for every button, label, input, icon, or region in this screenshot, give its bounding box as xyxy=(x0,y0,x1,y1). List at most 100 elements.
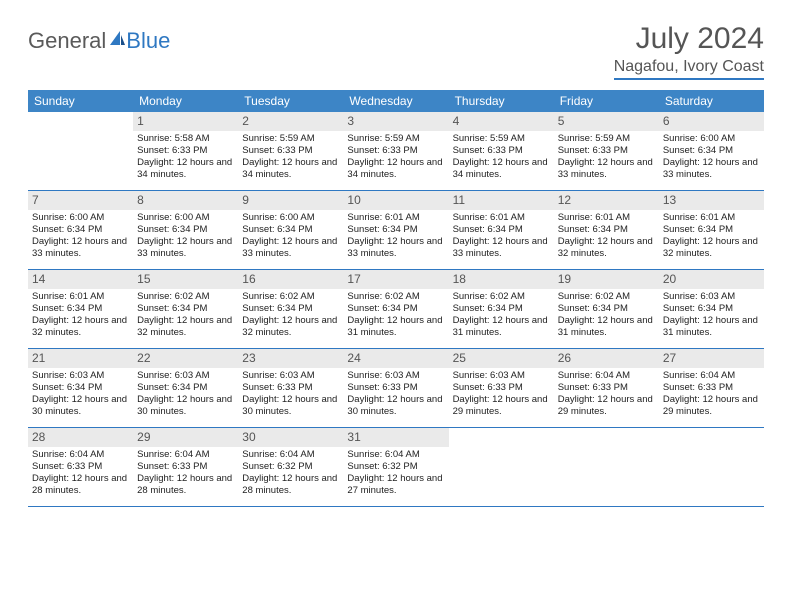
sunrise-text: Sunrise: 6:01 AM xyxy=(663,212,760,224)
day-cell: 11 Sunrise: 6:01 AMSunset: 6:34 PMDayligh… xyxy=(449,191,554,269)
day-info: Sunrise: 6:00 AMSunset: 6:34 PMDaylight:… xyxy=(659,133,764,181)
day-number: 4 xyxy=(449,112,554,131)
day-cell: 3Sunrise: 5:59 AMSunset: 6:33 PMDaylight… xyxy=(343,112,448,190)
day-number: 31 xyxy=(343,428,448,447)
sunset-text: Sunset: 6:33 PM xyxy=(453,145,550,157)
weekday-name: Tuesday xyxy=(238,90,343,112)
sunset-text: Sunset: 6:34 PM xyxy=(242,224,339,236)
day-number: 21 xyxy=(28,349,133,368)
sunrise-text: Sunrise: 6:01 AM xyxy=(558,212,655,224)
day-cell: 15 Sunrise: 6:02 AMSunset: 6:34 PMDayligh… xyxy=(133,270,238,348)
sunset-text: Sunset: 6:34 PM xyxy=(137,224,234,236)
daylight-text: Daylight: 12 hours and 32 minutes. xyxy=(663,236,760,260)
sunset-text: Sunset: 6:34 PM xyxy=(453,224,550,236)
week-row: 28Sunrise: 6:04 AMSunset: 6:33 PMDayligh… xyxy=(28,428,764,507)
sail-icon xyxy=(108,29,126,47)
day-cell: 12Sunrise: 6:01 AMSunset: 6:34 PMDayligh… xyxy=(554,191,659,269)
day-cell: 30Sunrise: 6:04 AMSunset: 6:32 PMDayligh… xyxy=(238,428,343,506)
day-number: 25 xyxy=(449,349,554,368)
day-info: Sunrise: 6:00 AMSunset: 6:34 PMDaylight:… xyxy=(238,212,343,260)
day-info: Sunrise: 6:01 AMSunset: 6:34 PMDaylight:… xyxy=(449,212,554,260)
day-cell: 8Sunrise: 6:00 AMSunset: 6:34 PMDaylight… xyxy=(133,191,238,269)
sunset-text: Sunset: 6:34 PM xyxy=(137,303,234,315)
day-info: Sunrise: 6:03 AMSunset: 6:34 PMDaylight:… xyxy=(28,370,133,418)
day-number: 17 xyxy=(343,270,448,289)
week-row: 14Sunrise: 6:01 AMSunset: 6:34 PMDayligh… xyxy=(28,270,764,349)
sunrise-text: Sunrise: 6:03 AM xyxy=(663,291,760,303)
day-number: 19 xyxy=(554,270,659,289)
day-cell: 18Sunrise: 6:02 AMSunset: 6:34 PMDayligh… xyxy=(449,270,554,348)
sunrise-text: Sunrise: 6:02 AM xyxy=(347,291,444,303)
day-number: 6 xyxy=(659,112,764,131)
daylight-text: Daylight: 12 hours and 29 minutes. xyxy=(453,394,550,418)
day-info: Sunrise: 6:04 AMSunset: 6:33 PMDaylight:… xyxy=(28,449,133,497)
day-info: Sunrise: 5:59 AMSunset: 6:33 PMDaylight:… xyxy=(238,133,343,181)
sunrise-text: Sunrise: 6:04 AM xyxy=(347,449,444,461)
daylight-text: Daylight: 12 hours and 33 minutes. xyxy=(137,236,234,260)
day-number: 2 xyxy=(238,112,343,131)
sunset-text: Sunset: 6:34 PM xyxy=(558,303,655,315)
sunrise-text: Sunrise: 6:04 AM xyxy=(32,449,129,461)
sunset-text: Sunset: 6:32 PM xyxy=(242,461,339,473)
daylight-text: Daylight: 12 hours and 30 minutes. xyxy=(347,394,444,418)
daylight-text: Daylight: 12 hours and 33 minutes. xyxy=(32,236,129,260)
day-cell xyxy=(554,428,659,506)
sunset-text: Sunset: 6:33 PM xyxy=(663,382,760,394)
daylight-text: Daylight: 12 hours and 33 minutes. xyxy=(558,157,655,181)
sunrise-text: Sunrise: 5:58 AM xyxy=(137,133,234,145)
daylight-text: Daylight: 12 hours and 33 minutes. xyxy=(347,236,444,260)
sunrise-text: Sunrise: 6:03 AM xyxy=(242,370,339,382)
day-cell: 21 Sunrise: 6:03 AMSunset: 6:34 PMDayligh… xyxy=(28,349,133,427)
day-number: 15 xyxy=(133,270,238,289)
day-info: Sunrise: 6:03 AMSunset: 6:33 PMDaylight:… xyxy=(449,370,554,418)
day-number: 28 xyxy=(28,428,133,447)
day-cell: 19Sunrise: 6:02 AMSunset: 6:34 PMDayligh… xyxy=(554,270,659,348)
day-cell: 22Sunrise: 6:03 AMSunset: 6:34 PMDayligh… xyxy=(133,349,238,427)
day-number: 1 xyxy=(133,112,238,131)
day-cell: 17Sunrise: 6:02 AMSunset: 6:34 PMDayligh… xyxy=(343,270,448,348)
day-number: 3 xyxy=(343,112,448,131)
day-cell: 24 Sunrise: 6:03 AMSunset: 6:33 PMDayligh… xyxy=(343,349,448,427)
sunrise-text: Sunrise: 6:03 AM xyxy=(32,370,129,382)
day-info: Sunrise: 5:59 AMSunset: 6:33 PMDaylight:… xyxy=(554,133,659,181)
day-number: 10 xyxy=(343,191,448,210)
weekday-header: Sunday Monday Tuesday Wednesday Thursday… xyxy=(28,90,764,112)
weekday-name: Monday xyxy=(133,90,238,112)
day-info: Sunrise: 6:02 AMSunset: 6:34 PMDaylight:… xyxy=(238,291,343,339)
sunrise-text: Sunrise: 6:02 AM xyxy=(453,291,550,303)
day-info: Sunrise: 6:01 AMSunset: 6:34 PMDaylight:… xyxy=(659,212,764,260)
day-number: 7 xyxy=(28,191,133,210)
daylight-text: Daylight: 12 hours and 33 minutes. xyxy=(663,157,760,181)
sunrise-text: Sunrise: 6:02 AM xyxy=(137,291,234,303)
day-number: 16 xyxy=(238,270,343,289)
sunset-text: Sunset: 6:33 PM xyxy=(32,461,129,473)
daylight-text: Daylight: 12 hours and 34 minutes. xyxy=(242,157,339,181)
daylight-text: Daylight: 12 hours and 30 minutes. xyxy=(32,394,129,418)
day-number: 11 xyxy=(449,191,554,210)
daylight-text: Daylight: 12 hours and 32 minutes. xyxy=(558,236,655,260)
location-subtitle: Nagafou, Ivory Coast xyxy=(614,58,764,80)
day-info: Sunrise: 6:04 AMSunset: 6:32 PMDaylight:… xyxy=(343,449,448,497)
sunset-text: Sunset: 6:34 PM xyxy=(347,303,444,315)
sunrise-text: Sunrise: 6:03 AM xyxy=(137,370,234,382)
day-info: Sunrise: 6:04 AMSunset: 6:33 PMDaylight:… xyxy=(133,449,238,497)
sunset-text: Sunset: 6:33 PM xyxy=(453,382,550,394)
sunset-text: Sunset: 6:34 PM xyxy=(32,224,129,236)
day-cell: 5Sunrise: 5:59 AMSunset: 6:33 PMDaylight… xyxy=(554,112,659,190)
daylight-text: Daylight: 12 hours and 30 minutes. xyxy=(242,394,339,418)
week-row: 21 Sunrise: 6:03 AMSunset: 6:34 PMDayligh… xyxy=(28,349,764,428)
day-cell: 23Sunrise: 6:03 AMSunset: 6:33 PMDayligh… xyxy=(238,349,343,427)
daylight-text: Daylight: 12 hours and 32 minutes. xyxy=(137,315,234,339)
daylight-text: Daylight: 12 hours and 29 minutes. xyxy=(663,394,760,418)
sunrise-text: Sunrise: 5:59 AM xyxy=(558,133,655,145)
sunset-text: Sunset: 6:34 PM xyxy=(32,303,129,315)
day-cell: 9Sunrise: 6:00 AMSunset: 6:34 PMDaylight… xyxy=(238,191,343,269)
day-number: 30 xyxy=(238,428,343,447)
day-info: Sunrise: 6:03 AMSunset: 6:33 PMDaylight:… xyxy=(343,370,448,418)
daylight-text: Daylight: 12 hours and 28 minutes. xyxy=(137,473,234,497)
sunset-text: Sunset: 6:34 PM xyxy=(558,224,655,236)
sunrise-text: Sunrise: 6:00 AM xyxy=(663,133,760,145)
day-number: 24 xyxy=(343,349,448,368)
day-cell: 7Sunrise: 6:00 AMSunset: 6:34 PMDaylight… xyxy=(28,191,133,269)
sunset-text: Sunset: 6:34 PM xyxy=(347,224,444,236)
